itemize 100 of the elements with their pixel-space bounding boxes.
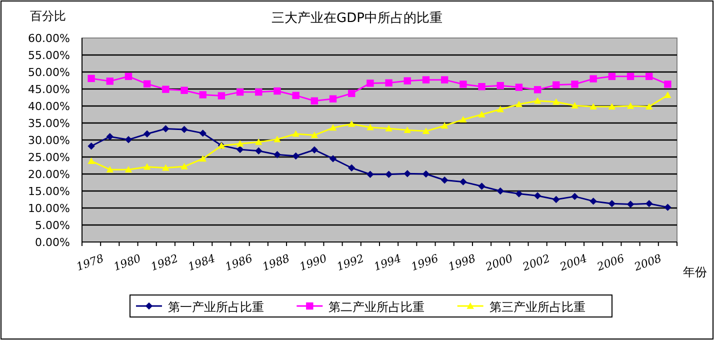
point xyxy=(385,124,392,132)
point xyxy=(255,138,262,145)
point xyxy=(478,110,486,118)
point xyxy=(646,103,653,110)
point xyxy=(571,102,578,109)
point xyxy=(162,164,170,171)
point xyxy=(292,152,300,160)
x-tick-label: 1986 xyxy=(223,252,254,274)
point xyxy=(329,155,337,162)
point xyxy=(460,116,467,122)
point xyxy=(236,140,244,147)
point xyxy=(515,190,523,198)
x-tick-label: 1990 xyxy=(298,252,329,274)
y-tick-label: 35.00% xyxy=(28,117,70,130)
point xyxy=(552,98,560,105)
y-tick-label: 50.00% xyxy=(28,66,70,79)
point xyxy=(608,103,616,110)
point xyxy=(626,200,634,208)
point xyxy=(274,136,281,142)
point xyxy=(626,102,634,109)
point xyxy=(590,75,597,82)
chart-title: 三大产业在GDP中所占的比重 xyxy=(272,11,442,26)
point xyxy=(106,133,114,140)
x-axis-title: 年份 xyxy=(683,265,707,279)
point xyxy=(124,166,132,172)
y-tick-label: 30.00% xyxy=(28,134,70,147)
x-tick-label: 2002 xyxy=(520,252,552,274)
y-axis-title: 百分比 xyxy=(30,9,66,23)
point xyxy=(496,187,504,195)
point xyxy=(329,95,337,102)
point xyxy=(329,124,337,131)
point xyxy=(646,72,653,80)
point xyxy=(143,130,151,138)
point xyxy=(440,176,448,184)
point xyxy=(608,72,616,80)
legend-label: 第一产业所占比重 xyxy=(168,300,264,314)
point xyxy=(348,164,356,172)
legend-label: 第二产业所占比重 xyxy=(328,300,425,314)
point xyxy=(590,198,597,205)
point xyxy=(385,79,392,86)
point xyxy=(496,82,504,90)
point xyxy=(274,151,281,158)
point xyxy=(106,78,114,85)
point xyxy=(124,72,132,80)
point xyxy=(422,128,430,134)
point xyxy=(88,74,95,82)
point xyxy=(496,106,504,112)
point xyxy=(143,80,151,88)
point xyxy=(162,86,170,93)
point xyxy=(404,126,411,134)
point xyxy=(478,83,486,90)
point xyxy=(646,200,653,208)
point xyxy=(571,80,578,88)
point xyxy=(255,88,262,96)
point xyxy=(348,90,356,98)
y-tick-label: 5.00% xyxy=(35,219,70,232)
point xyxy=(310,146,318,154)
x-tick-label: 1992 xyxy=(335,252,366,274)
y-tick-label: 20.00% xyxy=(28,168,70,181)
point xyxy=(366,124,374,130)
point xyxy=(515,84,523,91)
x-tick-label: 2000 xyxy=(482,252,515,274)
point xyxy=(180,162,188,170)
point xyxy=(106,166,114,172)
point xyxy=(348,120,356,127)
x-tick-label: 1982 xyxy=(149,252,180,274)
point xyxy=(422,76,430,84)
point xyxy=(440,76,448,84)
point xyxy=(199,130,206,137)
y-tick-label: 15.00% xyxy=(28,185,70,198)
point xyxy=(385,170,392,178)
y-tick-label: 40.00% xyxy=(28,100,70,113)
x-tick-label: 1996 xyxy=(409,252,440,274)
point xyxy=(608,200,616,208)
point xyxy=(310,132,318,138)
point xyxy=(534,192,542,200)
point xyxy=(292,130,300,137)
point xyxy=(199,91,206,98)
y-tick-label: 45.00% xyxy=(28,83,70,96)
point xyxy=(180,126,188,134)
point xyxy=(255,147,262,154)
point xyxy=(218,92,226,100)
point xyxy=(552,196,560,204)
x-tick-label: 2008 xyxy=(632,252,664,274)
point xyxy=(143,163,151,170)
point xyxy=(422,170,430,178)
point xyxy=(626,72,634,80)
point xyxy=(404,170,411,178)
point xyxy=(124,136,132,144)
point xyxy=(664,92,672,98)
point xyxy=(534,86,542,94)
x-tick-label: 1988 xyxy=(260,252,292,274)
point xyxy=(292,92,300,100)
point xyxy=(180,86,188,94)
x-tick-label: 1994 xyxy=(372,252,403,274)
point xyxy=(478,182,486,190)
point xyxy=(310,97,318,104)
point xyxy=(534,97,542,104)
point xyxy=(88,157,95,164)
x-tick-label: 1978 xyxy=(74,252,106,274)
